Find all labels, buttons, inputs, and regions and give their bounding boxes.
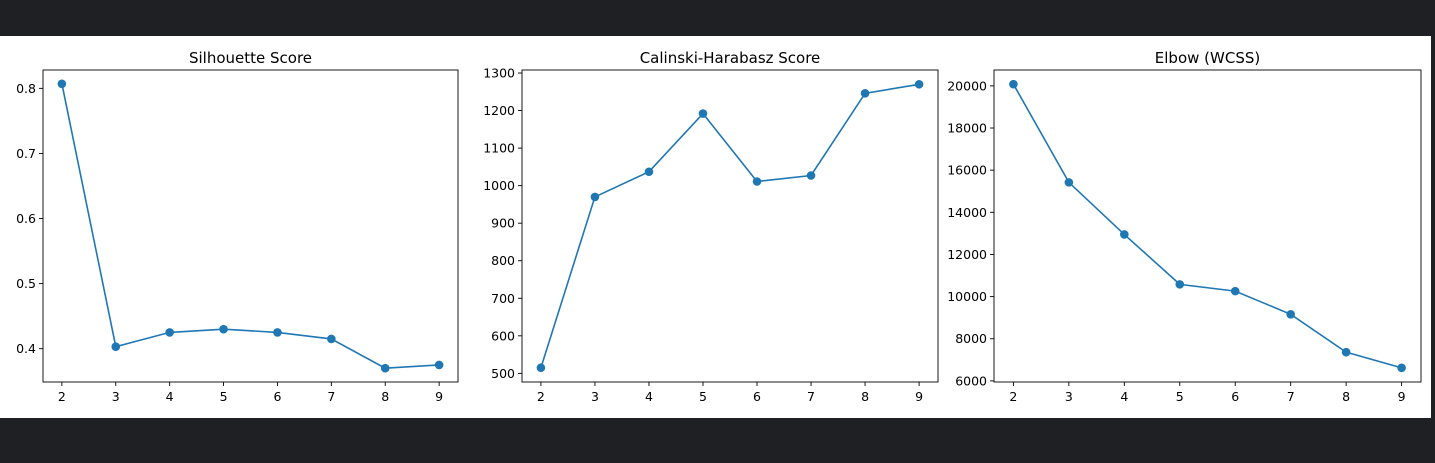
y-tick-label: 18000 (947, 121, 987, 136)
data-point (1120, 230, 1129, 239)
figure-canvas: Silhouette Score 0.4 0.5 0.6 0.7 0.8 2 3 4 5 6 7 8 9 C… (0, 36, 1431, 418)
x-tick-label: 4 (1120, 389, 1128, 404)
data-point (57, 79, 67, 89)
y-tick-label: 1100 (483, 141, 515, 156)
x-tick-label: 2 (537, 389, 545, 404)
x-tick-label: 4 (166, 389, 174, 404)
data-point (752, 177, 762, 186)
x-tick-label: 6 (1231, 389, 1239, 404)
x-tick-label: 7 (327, 389, 335, 404)
x-tick-label: 2 (58, 389, 66, 404)
x-tick-label: 6 (273, 389, 281, 404)
y-tick-label: 0.7 (16, 146, 36, 161)
y-tick-label: 0.6 (16, 211, 36, 226)
x-tick-label: 7 (1287, 389, 1295, 404)
data-point (1397, 363, 1406, 373)
y-tick-label: 600 (491, 328, 515, 343)
y-tick-label: 16000 (947, 163, 987, 178)
y-tick-label: 0.4 (16, 341, 36, 356)
data-point (806, 171, 816, 180)
x-tick-label: 9 (1398, 389, 1406, 404)
y-tick-label: 0.8 (16, 81, 36, 96)
x-tick-label: 5 (1176, 389, 1184, 404)
series-line (540, 83, 920, 368)
data-point (434, 360, 444, 370)
x-tick-label: 9 (435, 389, 443, 404)
x-tick-label: 3 (1065, 389, 1073, 404)
y-tick-label: 12000 (947, 247, 987, 262)
axes-frame (42, 69, 459, 383)
data-point (1175, 280, 1185, 289)
series-line (1012, 83, 1402, 369)
y-tick-label: 800 (491, 253, 515, 268)
data-point (698, 109, 708, 118)
chart-2: Calinski-Harabasz Score 500 600 700 800 900 10… (483, 49, 939, 404)
x-tick-label: 2 (1009, 389, 1017, 404)
data-point (219, 324, 228, 334)
x-tick-label: 4 (645, 389, 653, 404)
data-point (111, 342, 121, 352)
y-tick-label: 1300 (483, 66, 515, 81)
y-tick-label: 900 (491, 216, 515, 231)
data-point (1286, 309, 1295, 319)
x-tick-label: 5 (699, 389, 707, 404)
chart-title: Silhouette Score (189, 49, 312, 67)
data-point (380, 363, 390, 373)
y-tick-label: 0.5 (16, 276, 36, 291)
data-point (536, 363, 546, 373)
y-tick-label: 10000 (947, 289, 987, 304)
chart-title: Calinski-Harabasz Score (640, 49, 821, 67)
x-tick-label: 6 (753, 389, 761, 404)
axes-frame (993, 69, 1422, 383)
data-point (644, 167, 654, 177)
data-point (1341, 347, 1351, 357)
chart-3: Elbow (WCSS) 6000 8000 10000 12000 14000 16000… (947, 49, 1422, 404)
data-point (860, 88, 870, 98)
x-tick-label: 3 (112, 389, 120, 404)
y-tick-label: 20000 (947, 78, 987, 93)
data-point (1230, 286, 1240, 296)
x-tick-label: 8 (861, 389, 869, 404)
series-line (61, 83, 440, 370)
y-tick-label: 6000 (955, 373, 987, 388)
y-tick-label: 1000 (483, 178, 515, 193)
y-tick-label: 14000 (947, 205, 987, 220)
y-tick-label: 700 (491, 291, 515, 306)
chart-1: Silhouette Score 0.4 0.5 0.6 0.7 0.8 2 3 4 5 6 7 8 9 (16, 49, 459, 404)
x-tick-label: 8 (381, 389, 389, 404)
data-point (1064, 178, 1074, 187)
x-tick-label: 8 (1342, 389, 1350, 404)
y-tick-label: 8000 (955, 331, 987, 346)
x-tick-label: 5 (220, 389, 228, 404)
data-point (273, 328, 282, 337)
x-tick-label: 7 (807, 389, 815, 404)
chart-title: Elbow (WCSS) (1155, 49, 1260, 67)
y-tick-label: 1200 (483, 103, 515, 118)
data-point (165, 328, 174, 337)
x-tick-label: 3 (591, 389, 599, 404)
data-point (1009, 79, 1018, 89)
y-tick-label: 500 (491, 366, 515, 381)
data-point (327, 334, 336, 344)
x-tick-label: 9 (915, 389, 923, 404)
axes-frame (521, 69, 939, 383)
data-point (590, 192, 600, 202)
data-point (914, 79, 924, 89)
